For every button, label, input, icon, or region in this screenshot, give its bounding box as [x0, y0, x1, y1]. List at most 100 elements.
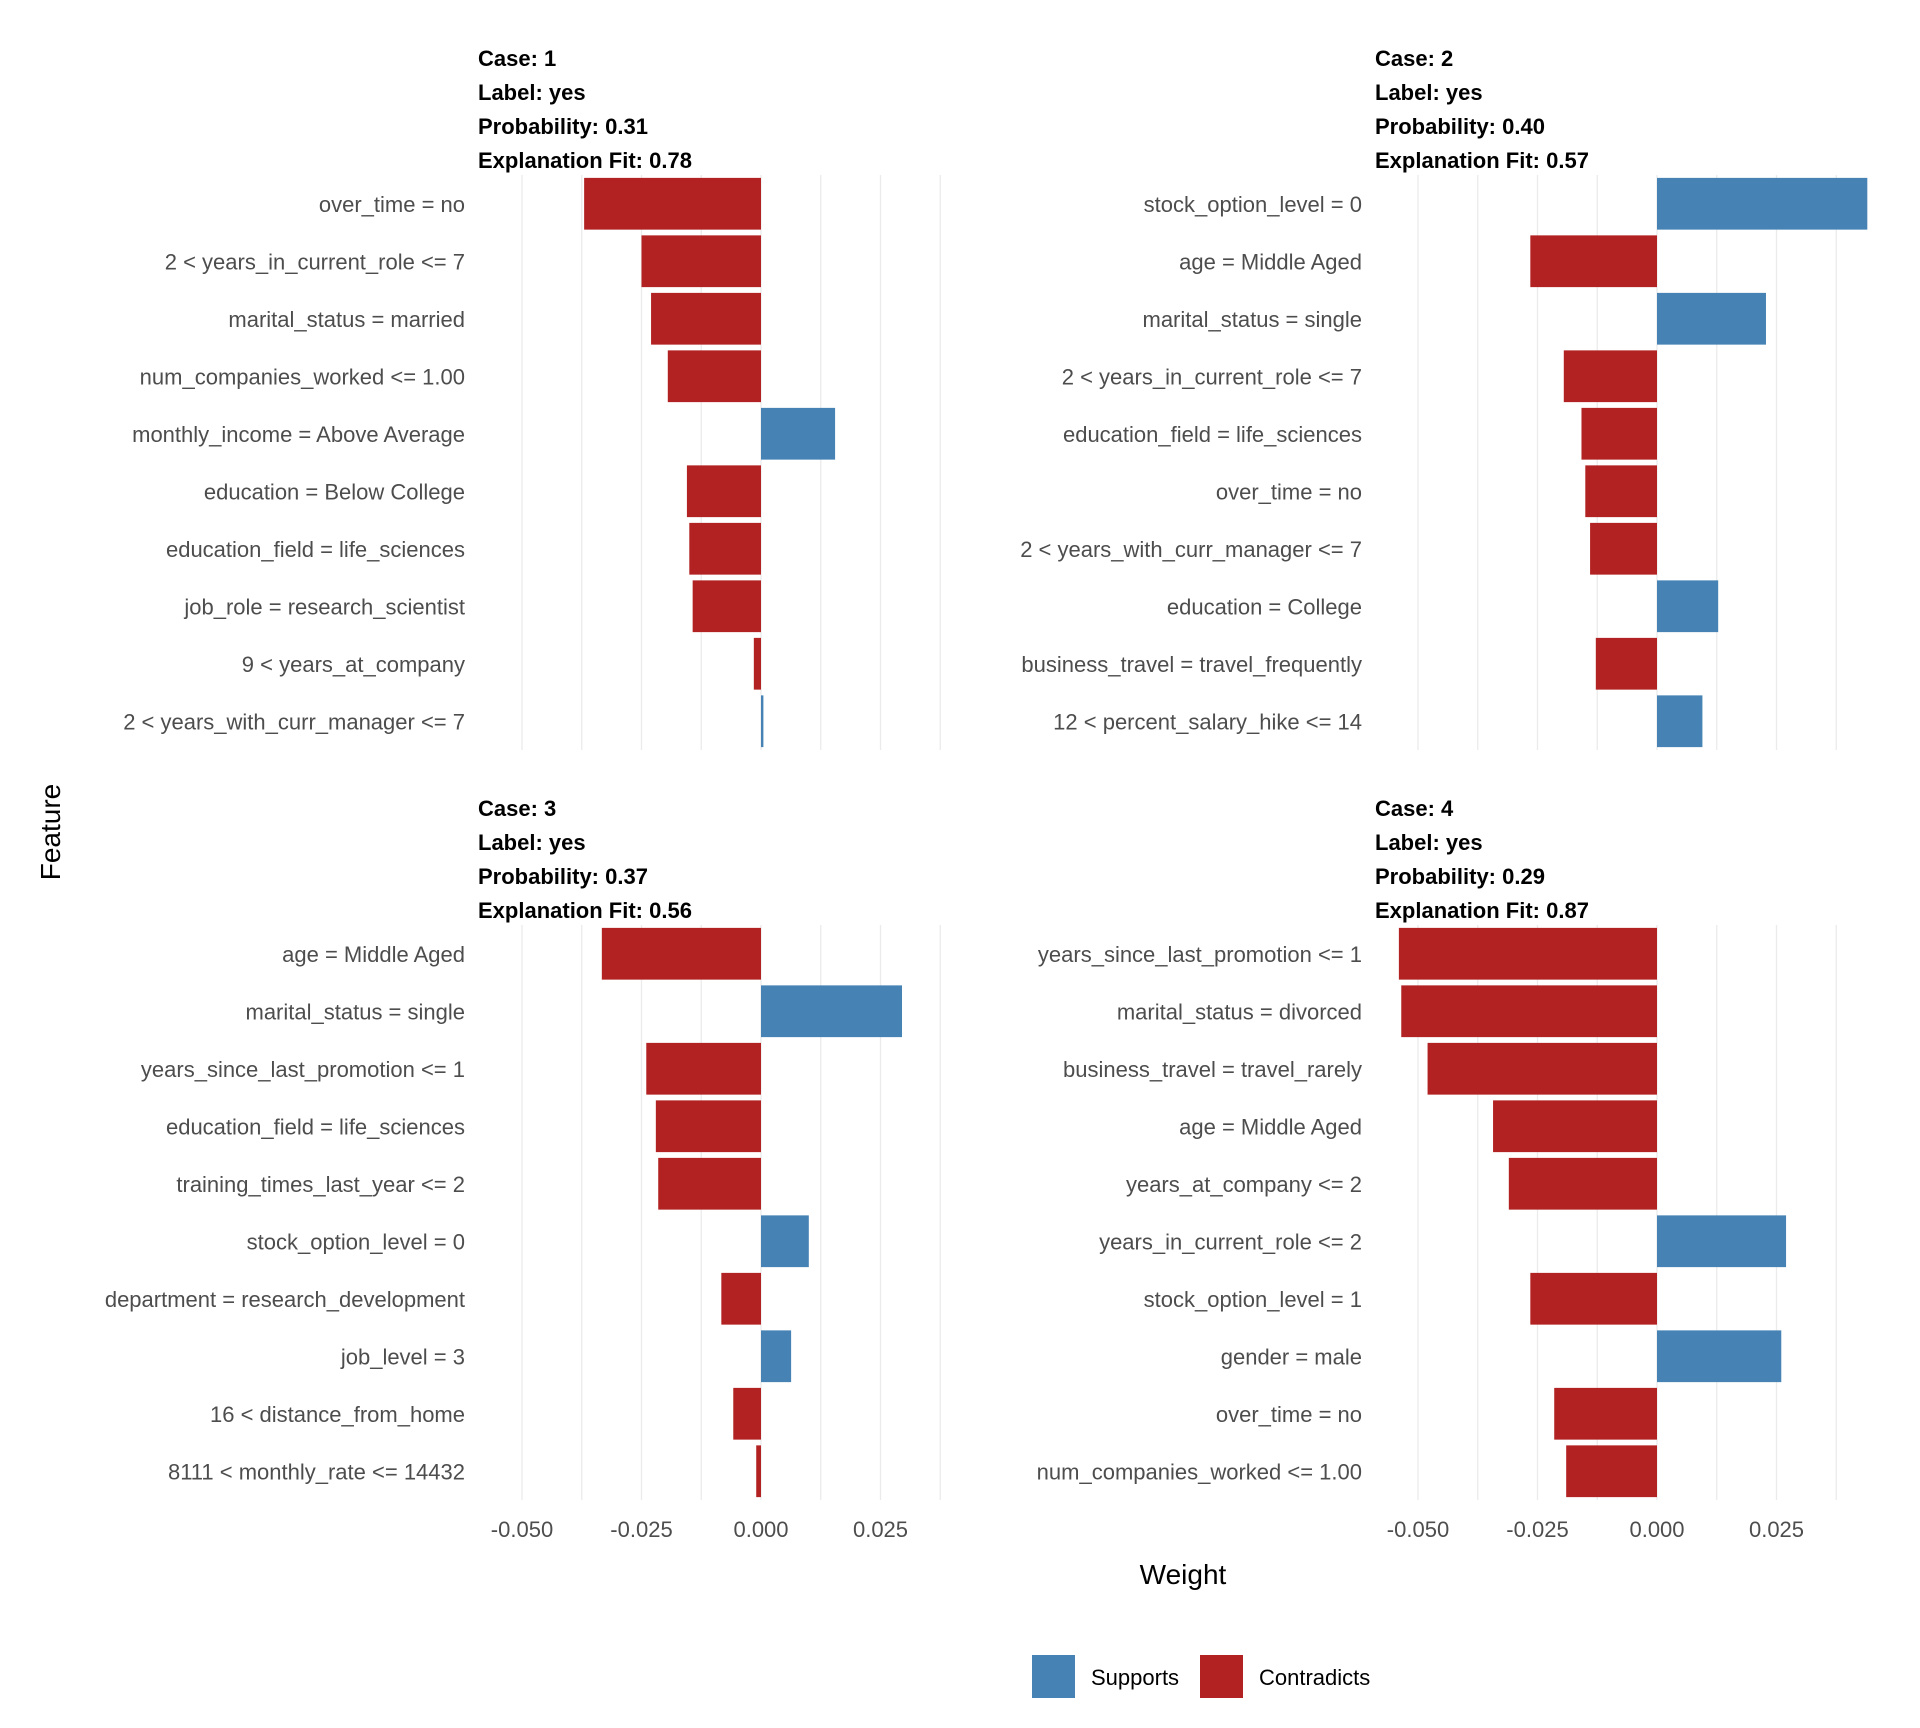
- feature-label: 2 < years_in_current_role <= 7: [165, 249, 465, 274]
- legend: Supports Contradicts: [1032, 1655, 1370, 1698]
- x-axis-title: Weight: [1140, 1559, 1227, 1590]
- x-tick-label: -0.025: [610, 1517, 672, 1542]
- bar-contradicts: [1595, 637, 1657, 690]
- feature-label: 12 < percent_salary_hike <= 14: [1053, 709, 1362, 734]
- bar-contradicts: [1590, 522, 1657, 575]
- feature-label: education = College: [1167, 594, 1362, 619]
- feature-label: training_times_last_year <= 2: [176, 1172, 465, 1197]
- legend-key-supports: [1032, 1655, 1075, 1698]
- bar-contradicts: [1563, 350, 1657, 403]
- bar-contradicts: [689, 522, 761, 575]
- feature-label: num_companies_worked <= 1.00: [140, 364, 465, 389]
- facet-title-line: Case: 2: [1375, 46, 1453, 71]
- feature-label: business_travel = travel_rarely: [1063, 1057, 1362, 1082]
- bar-supports: [761, 695, 764, 748]
- feature-label: over_time = no: [1216, 479, 1362, 504]
- facet-title-line: Case: 4: [1375, 796, 1454, 821]
- x-tick-label: 0.025: [1749, 1517, 1804, 1542]
- feature-label: monthly_income = Above Average: [132, 422, 465, 447]
- facet-panel-2: Case: 2 Label: yes Probability: 0.40 Explan…: [1020, 46, 1868, 750]
- legend-label-contradicts: Contradicts: [1259, 1665, 1370, 1690]
- bar-contradicts: [1554, 1387, 1657, 1440]
- bar-supports: [761, 1330, 792, 1383]
- feature-label: age = Middle Aged: [1179, 249, 1362, 274]
- facet-title-line: Label: yes: [478, 80, 586, 105]
- bar-contradicts: [756, 1445, 761, 1498]
- feature-label: marital_status = married: [228, 307, 465, 332]
- bar-contradicts: [1530, 235, 1657, 288]
- bar-contradicts: [1401, 985, 1657, 1038]
- feature-label: 16 < distance_from_home: [210, 1402, 465, 1427]
- feature-label: years_since_last_promotion <= 1: [1038, 942, 1362, 967]
- feature-label: stock_option_level = 1: [1144, 1287, 1362, 1312]
- feature-label: business_travel = travel_frequently: [1021, 652, 1362, 677]
- facet-title-line: Label: yes: [1375, 830, 1483, 855]
- bar-contradicts: [1581, 407, 1657, 460]
- facet-title-line: Case: 3: [478, 796, 556, 821]
- bar-contradicts: [1585, 465, 1657, 518]
- bar-contradicts: [1493, 1100, 1657, 1153]
- legend-key-contradicts: [1200, 1655, 1243, 1698]
- feature-label: job_level = 3: [340, 1344, 465, 1369]
- bar-supports: [1657, 292, 1766, 345]
- facet-title-line: Explanation Fit: 0.56: [478, 898, 692, 923]
- bar-supports: [1657, 1215, 1787, 1268]
- feature-label: marital_status = divorced: [1117, 999, 1362, 1024]
- feature-label: job_role = research_scientist: [183, 594, 465, 619]
- bar-contradicts: [584, 177, 761, 230]
- legend-label-supports: Supports: [1091, 1665, 1179, 1690]
- bar-contradicts: [655, 1100, 761, 1153]
- facet-title-line: Case: 1: [478, 46, 556, 71]
- x-tick-label: 0.000: [1629, 1517, 1684, 1542]
- bar-contradicts: [658, 1157, 761, 1210]
- bar-contradicts: [686, 465, 761, 518]
- bar-contradicts: [721, 1272, 761, 1325]
- bar-contradicts: [1530, 1272, 1657, 1325]
- bar-contradicts: [646, 1042, 761, 1095]
- feature-label: years_since_last_promotion <= 1: [141, 1057, 465, 1082]
- bar-supports: [1657, 177, 1868, 230]
- feature-label: 2 < years_with_curr_manager <= 7: [1020, 537, 1362, 562]
- bar-contradicts: [692, 580, 761, 633]
- feature-label: education_field = life_sciences: [166, 537, 465, 562]
- feature-label: marital_status = single: [1143, 307, 1363, 332]
- feature-label: over_time = no: [1216, 1402, 1362, 1427]
- bar-supports: [1657, 1330, 1782, 1383]
- feature-label: marital_status = single: [246, 999, 466, 1024]
- feature-label: 9 < years_at_company: [242, 652, 465, 677]
- facet-title-line: Explanation Fit: 0.87: [1375, 898, 1589, 923]
- feature-label: education_field = life_sciences: [166, 1114, 465, 1139]
- feature-label: num_companies_worked <= 1.00: [1037, 1459, 1362, 1484]
- bar-contradicts: [1508, 1157, 1657, 1210]
- facet-panel-3: Case: 3 Label: yes Probability: 0.37 Explan…: [105, 796, 941, 1542]
- feature-label: education = Below College: [204, 479, 465, 504]
- bar-contradicts: [1398, 927, 1657, 980]
- feature-label: department = research_development: [105, 1287, 465, 1312]
- facet-title-line: Label: yes: [478, 830, 586, 855]
- feature-label: age = Middle Aged: [282, 942, 465, 967]
- feature-label: stock_option_level = 0: [247, 1229, 465, 1254]
- x-tick-label: -0.025: [1506, 1517, 1568, 1542]
- feature-label: over_time = no: [319, 192, 465, 217]
- x-tick-label: -0.050: [491, 1517, 553, 1542]
- feature-label: education_field = life_sciences: [1063, 422, 1362, 447]
- bar-supports: [1657, 580, 1719, 633]
- feature-label: years_at_company <= 2: [1126, 1172, 1362, 1197]
- bar-supports: [761, 985, 903, 1038]
- facet-title-line: Explanation Fit: 0.57: [1375, 148, 1589, 173]
- facet-title-line: Probability: 0.40: [1375, 114, 1545, 139]
- facet-panel-1: Case: 1 Label: yes Probability: 0.31 Explan…: [123, 46, 941, 750]
- bar-contradicts: [641, 235, 761, 288]
- x-tick-label: 0.000: [733, 1517, 788, 1542]
- feature-label: stock_option_level = 0: [1144, 192, 1362, 217]
- x-tick-label: -0.050: [1387, 1517, 1449, 1542]
- feature-label: years_in_current_role <= 2: [1099, 1229, 1362, 1254]
- facets-layer: Case: 1 Label: yes Probability: 0.31 Explan…: [105, 46, 1868, 1542]
- bar-contradicts: [651, 292, 761, 345]
- bar-contradicts: [1566, 1445, 1657, 1498]
- facet-panel-4: Case: 4 Label: yes Probability: 0.29 Explan…: [1037, 796, 1837, 1542]
- bar-contradicts: [753, 637, 761, 690]
- facet-title-line: Explanation Fit: 0.78: [478, 148, 692, 173]
- bar-contradicts: [1427, 1042, 1657, 1095]
